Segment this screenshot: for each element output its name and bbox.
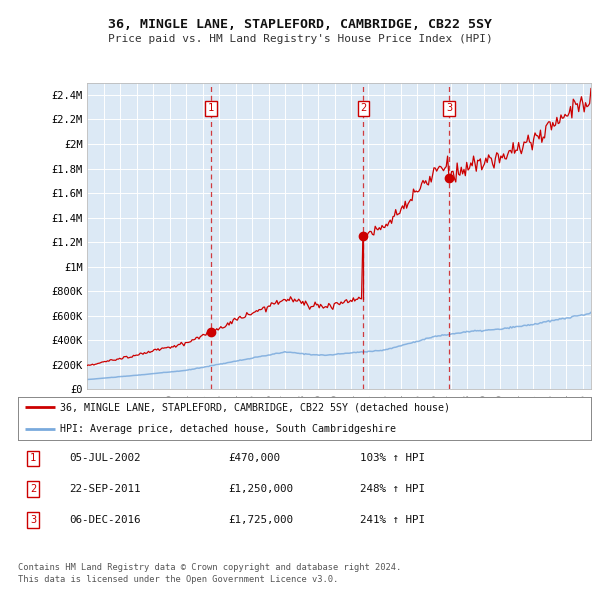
Text: 248% ↑ HPI: 248% ↑ HPI bbox=[360, 484, 425, 494]
Text: Price paid vs. HM Land Registry's House Price Index (HPI): Price paid vs. HM Land Registry's House … bbox=[107, 34, 493, 44]
Text: 3: 3 bbox=[30, 515, 36, 525]
Text: 36, MINGLE LANE, STAPLEFORD, CAMBRIDGE, CB22 5SY: 36, MINGLE LANE, STAPLEFORD, CAMBRIDGE, … bbox=[108, 18, 492, 31]
Text: 2: 2 bbox=[30, 484, 36, 494]
Text: £1,250,000: £1,250,000 bbox=[228, 484, 293, 494]
Text: HPI: Average price, detached house, South Cambridgeshire: HPI: Average price, detached house, Sout… bbox=[60, 424, 396, 434]
Text: This data is licensed under the Open Government Licence v3.0.: This data is licensed under the Open Gov… bbox=[18, 575, 338, 584]
Text: 1: 1 bbox=[208, 103, 214, 113]
Text: 103% ↑ HPI: 103% ↑ HPI bbox=[360, 454, 425, 463]
Text: 241% ↑ HPI: 241% ↑ HPI bbox=[360, 515, 425, 525]
Text: 36, MINGLE LANE, STAPLEFORD, CAMBRIDGE, CB22 5SY (detached house): 36, MINGLE LANE, STAPLEFORD, CAMBRIDGE, … bbox=[60, 402, 450, 412]
Text: £470,000: £470,000 bbox=[228, 454, 280, 463]
Text: 05-JUL-2002: 05-JUL-2002 bbox=[69, 454, 140, 463]
Text: Contains HM Land Registry data © Crown copyright and database right 2024.: Contains HM Land Registry data © Crown c… bbox=[18, 563, 401, 572]
Text: £1,725,000: £1,725,000 bbox=[228, 515, 293, 525]
Text: 3: 3 bbox=[446, 103, 452, 113]
Text: 22-SEP-2011: 22-SEP-2011 bbox=[69, 484, 140, 494]
Text: 06-DEC-2016: 06-DEC-2016 bbox=[69, 515, 140, 525]
Text: 1: 1 bbox=[30, 454, 36, 463]
Text: 2: 2 bbox=[360, 103, 367, 113]
